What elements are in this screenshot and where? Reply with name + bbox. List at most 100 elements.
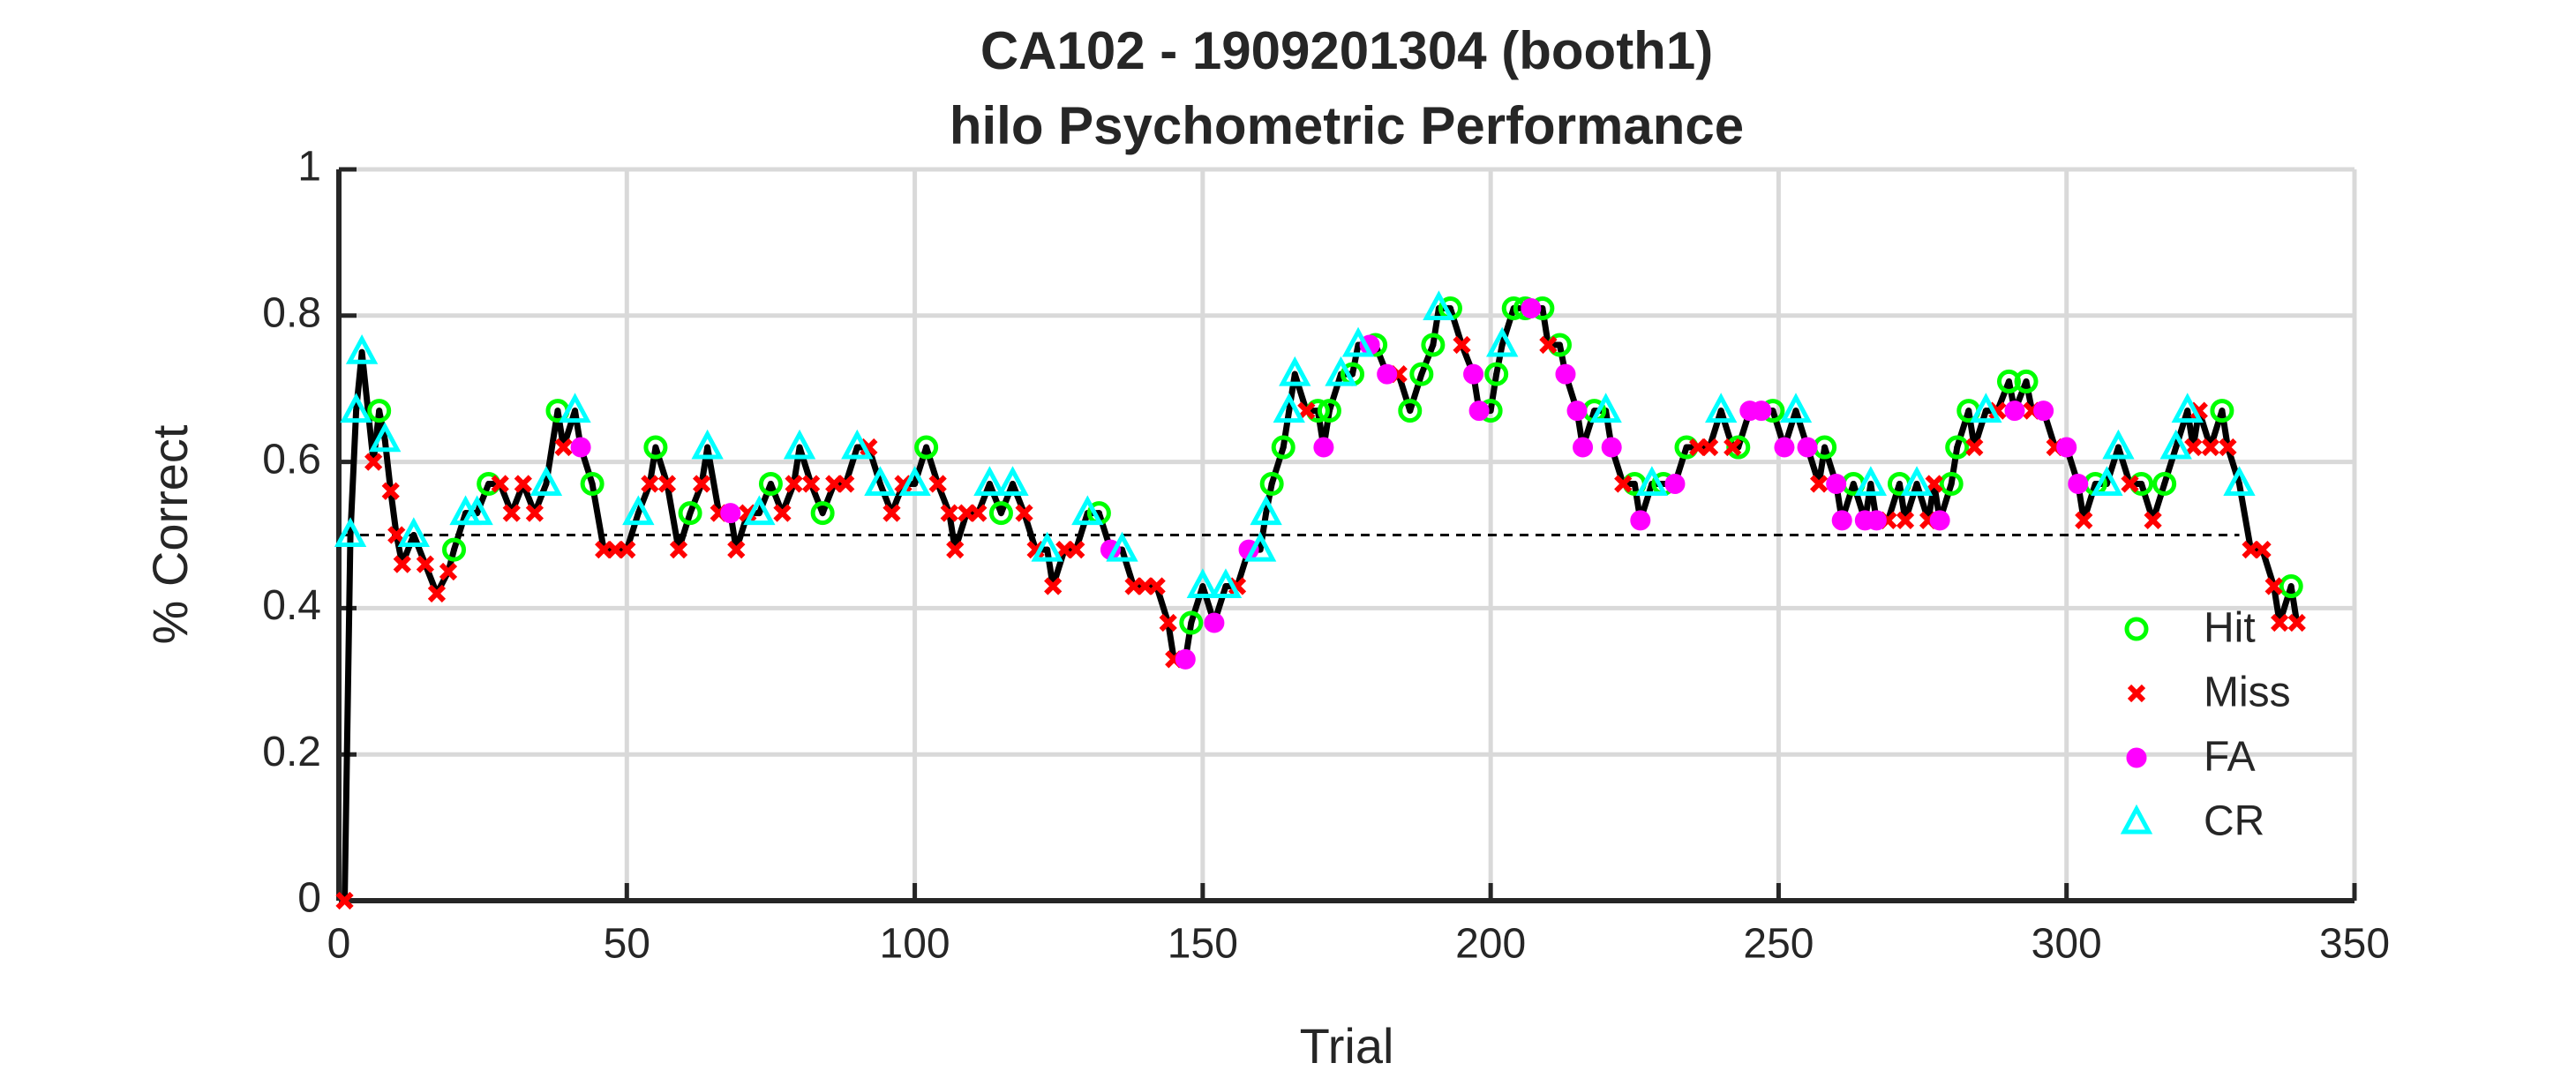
marker-circle xyxy=(442,537,467,562)
marker-triangle xyxy=(1423,290,1455,321)
marker-cross xyxy=(364,453,383,471)
marker-triangle xyxy=(1209,568,1243,599)
marker-triangle xyxy=(743,495,776,526)
marker-cross xyxy=(2264,577,2283,595)
marker-cross xyxy=(2144,511,2162,530)
trace-segment xyxy=(675,510,694,553)
legend-label: CR xyxy=(2204,798,2264,845)
marker-dot xyxy=(1774,437,1795,458)
marker-cross xyxy=(2219,438,2237,457)
marker-triangle xyxy=(334,517,367,547)
marker-dot xyxy=(1929,510,1950,531)
marker-triangle xyxy=(996,466,1029,496)
marker-cross xyxy=(1044,577,1063,595)
marker-cross xyxy=(969,504,988,522)
legend-marker xyxy=(2127,684,2146,703)
trace-segment xyxy=(842,444,860,487)
x-tick-label: 150 xyxy=(1168,921,1238,968)
marker-triangle xyxy=(783,429,816,460)
trace-segment xyxy=(342,532,354,904)
marker-triangle xyxy=(369,422,402,453)
marker-circle xyxy=(1939,471,1964,496)
trace-segment xyxy=(387,488,400,538)
trace-segment xyxy=(2287,583,2301,626)
marker-dot xyxy=(1751,401,1772,422)
marker-cross xyxy=(882,504,901,522)
trace-segment xyxy=(1407,371,1425,415)
marker-cross xyxy=(1015,504,1033,522)
marker-dot xyxy=(1555,363,1576,385)
marker-cross xyxy=(1297,401,1316,420)
marker-cross xyxy=(1925,475,1943,493)
marker-triangle xyxy=(841,429,874,460)
marker-triangle xyxy=(1779,393,1813,423)
y-tick-label: 0.8 xyxy=(262,289,321,336)
marker-cross xyxy=(381,482,400,500)
chart-subtitle: hilo Psychometric Performance xyxy=(950,96,1744,155)
x-tick-label: 350 xyxy=(2319,921,2390,968)
marker-circle xyxy=(1409,362,1434,386)
marker-dot xyxy=(2004,401,2025,422)
marker-cross xyxy=(1453,335,1471,355)
marker-circle xyxy=(810,501,835,526)
y-axis-label: % Correct xyxy=(142,424,198,644)
marker-triangle xyxy=(1589,393,1622,423)
marker-circle xyxy=(2279,574,2303,599)
marker-dot xyxy=(1826,473,1847,494)
x-tick-label: 100 xyxy=(880,921,950,968)
marker-cross xyxy=(618,540,636,559)
trace-segment xyxy=(732,510,751,553)
marker-cross xyxy=(439,562,458,581)
trace-segment xyxy=(1487,371,1500,415)
marker-circle xyxy=(1398,399,1423,423)
marker-triangle xyxy=(622,495,655,526)
marker-cross xyxy=(1700,438,1719,457)
marker-circle xyxy=(1421,333,1446,357)
marker-cross xyxy=(1159,613,1177,633)
marker-dot xyxy=(720,503,741,524)
trace-segment xyxy=(664,480,682,553)
marker-cross xyxy=(1614,475,1633,493)
trace-segment xyxy=(1021,510,1040,553)
legend-label: FA xyxy=(2204,734,2256,781)
trace-segment xyxy=(986,480,1004,517)
marker-cross xyxy=(1896,511,1915,530)
marker-triangle xyxy=(898,466,931,496)
marker-cross xyxy=(491,475,509,493)
marker-dot xyxy=(1566,401,1588,422)
trace-segment xyxy=(1395,371,1414,415)
trace-segment xyxy=(1257,510,1270,553)
marker-circle xyxy=(678,501,702,526)
legend-label: Miss xyxy=(2204,670,2291,716)
marker-circle xyxy=(2152,471,2177,496)
trace-segment xyxy=(1349,341,1362,378)
marker-dot xyxy=(2068,473,2089,494)
marker-cross xyxy=(2121,475,2139,493)
trace-segment xyxy=(997,480,1017,517)
marker-cross xyxy=(2184,438,2203,457)
marker-triangle xyxy=(461,495,493,526)
marker-triangle xyxy=(1031,531,1063,562)
y-tick-label: 1 xyxy=(297,144,321,191)
marker-circle xyxy=(643,435,668,460)
marker-dot xyxy=(1468,401,1490,422)
trace-segment xyxy=(1971,408,1989,451)
marker-cross xyxy=(427,584,447,603)
marker-triangle xyxy=(345,333,379,364)
trace-segment xyxy=(1049,546,1068,590)
marker-cross xyxy=(335,891,354,910)
marker-dot xyxy=(1630,510,1651,531)
marker-circle xyxy=(758,471,783,496)
y-tick-label: 0.6 xyxy=(262,436,321,483)
trace-segment xyxy=(2080,480,2099,524)
marker-cross xyxy=(1809,475,1829,493)
marker-cross xyxy=(1539,335,1558,355)
marker-triangle xyxy=(1704,393,1738,423)
trace-segment xyxy=(1902,480,1920,524)
trace-segment xyxy=(796,444,815,487)
marker-cross xyxy=(946,540,965,559)
marker-triangle xyxy=(973,466,1006,496)
marker-triangle xyxy=(1325,356,1357,386)
marker-triangle xyxy=(340,393,372,423)
